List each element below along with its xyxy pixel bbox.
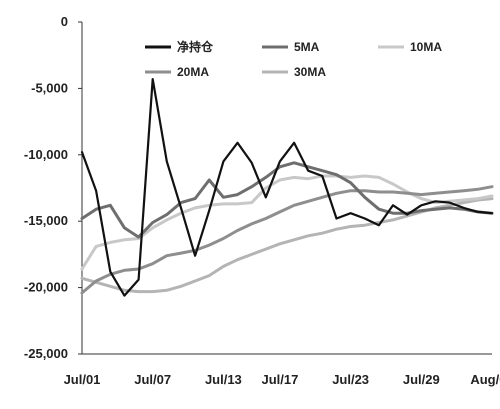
axes: 0 -5,000 -10,000 -15,000 -20,000 -25,000 Jul/0…: [24, 14, 500, 387]
x-tick-label: Jul/29: [403, 372, 440, 387]
y-tick-label: -20,000: [24, 280, 68, 295]
series-line-2: [80, 174, 494, 271]
legend-label-0: 净持仓: [177, 39, 214, 54]
x-tick-label: Jul/23: [332, 372, 369, 387]
y-tick-label: -5,000: [31, 80, 68, 95]
series-line-0: [80, 77, 494, 297]
series-lines: [80, 77, 494, 297]
x-tick-label: Jul/17: [262, 372, 299, 387]
series-line-1: [80, 161, 494, 239]
legend-label-3: 20MA: [177, 65, 209, 79]
legend-label-4: 30MA: [294, 65, 326, 79]
x-tick-label: Jul/01: [64, 372, 101, 387]
y-tick-label: -15,000: [24, 213, 68, 228]
legend: 净持仓 5MA 10MA 20MA 30MA: [145, 39, 442, 79]
y-tick-label: 0: [61, 14, 68, 29]
x-tick-label: Aug/04: [470, 372, 500, 387]
y-tick-label: -25,000: [24, 346, 68, 361]
series-line-3: [80, 185, 494, 295]
y-tick-label: -10,000: [24, 147, 68, 162]
legend-label-2: 10MA: [410, 40, 442, 54]
x-tick-label: Jul/07: [134, 372, 171, 387]
legend-label-1: 5MA: [294, 40, 320, 54]
x-tick-label: Jul/13: [205, 372, 242, 387]
